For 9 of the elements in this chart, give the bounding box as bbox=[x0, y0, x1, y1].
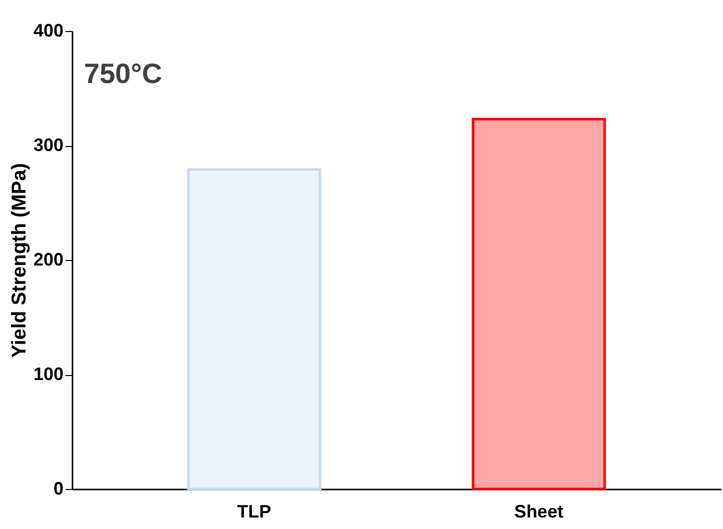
y-tick-label: 300 bbox=[33, 135, 64, 155]
y-tick-label: 400 bbox=[33, 20, 64, 40]
y-tick-label: 100 bbox=[33, 364, 64, 384]
y-tick-label: 200 bbox=[33, 250, 64, 270]
y-axis-title: Yield Strength (MPa) bbox=[8, 163, 30, 358]
annotation: 750°C bbox=[84, 58, 162, 89]
x-tick-label: TLP bbox=[237, 502, 272, 522]
x-tick-label: Sheet bbox=[514, 502, 564, 522]
y-tick-label: 0 bbox=[53, 478, 64, 498]
